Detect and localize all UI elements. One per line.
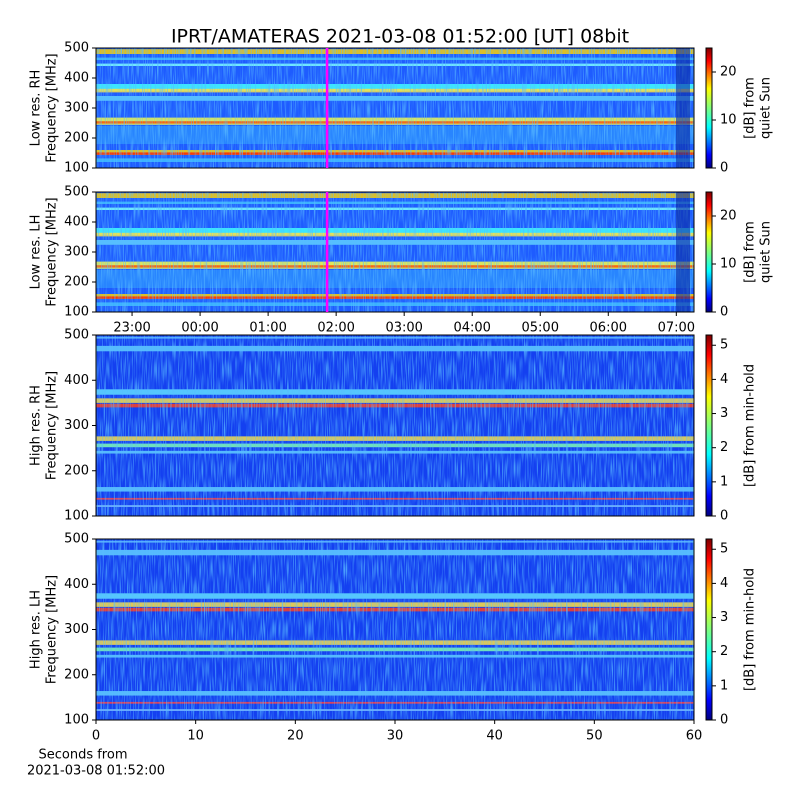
heatmap-noise (96, 539, 694, 720)
heatmap-noise (96, 48, 694, 168)
y-tick-label: 400 (64, 577, 89, 592)
colorbar (705, 538, 713, 721)
y-tick-label: 100 (64, 509, 89, 524)
heatmap-noise (96, 192, 694, 312)
y-axis-label: High res. RH (29, 385, 44, 466)
colorbar-tick-label: 2 (720, 440, 728, 455)
x-tick-label: 10 (187, 729, 204, 744)
colorbar (705, 47, 713, 169)
x-tick-label: 05:00 (522, 321, 559, 336)
heatmap-gap (676, 48, 690, 168)
colorbar-tick-label: 20 (720, 209, 737, 224)
x-tick-label: 01:00 (249, 321, 286, 336)
colorbar-tick-label: 5 (720, 542, 728, 557)
colorbar-tick-label: 4 (720, 372, 728, 387)
y-axis-label: Low res. RH (29, 70, 44, 147)
colorbar-tick-label: 20 (720, 65, 737, 80)
colorbar-label: [dB] from (743, 221, 758, 283)
heatmap (96, 539, 694, 720)
colorbar-tick-label: 2 (720, 644, 728, 659)
colorbar-label: [dB] from (743, 77, 758, 139)
heatmap (96, 335, 694, 516)
y-tick-label: 200 (64, 275, 89, 290)
y-tick-label: 500 (64, 41, 89, 56)
x-tick-label: 02:00 (317, 321, 354, 336)
colorbar-tick-label: 5 (720, 338, 728, 353)
x-tick-label: 00:00 (181, 321, 218, 336)
x-axis-label: Seconds from (38, 748, 127, 763)
y-tick-label: 300 (64, 101, 89, 116)
figure-title: IPRT/AMATERAS 2021-03-08 01:52:00 [UT] 0… (171, 26, 629, 48)
colorbar (705, 191, 713, 313)
y-tick-label: 300 (64, 622, 89, 637)
y-axis-label: Frequency [MHz] (45, 53, 60, 162)
colorbar-tick-label: 0 (720, 161, 728, 176)
x-tick-label: 04:00 (453, 321, 490, 336)
x-tick-label: 03:00 (385, 321, 422, 336)
colorbar-tick-label: 3 (720, 406, 728, 421)
y-axis-label: Frequency [MHz] (45, 371, 60, 480)
x-tick-label: 20 (287, 729, 304, 744)
colorbar-tick-label: 3 (720, 610, 728, 625)
x-tick-label: 50 (586, 729, 603, 744)
y-tick-label: 300 (64, 418, 89, 433)
heatmap-noise (96, 335, 694, 516)
colorbar-tick-label: 4 (720, 576, 728, 591)
x-tick-label: 23:00 (113, 321, 150, 336)
y-tick-label: 400 (64, 215, 89, 230)
y-tick-label: 500 (64, 185, 89, 200)
x-axis-label: 2021-03-08 01:52:00 (27, 764, 165, 779)
colorbar (705, 334, 713, 517)
colorbar-tick-label: 1 (720, 474, 728, 489)
y-tick-label: 500 (64, 532, 89, 547)
y-tick-label: 400 (64, 373, 89, 388)
colorbar-label: quiet Sun (759, 77, 774, 139)
x-tick-label: 0 (92, 729, 100, 744)
y-axis-label: Frequency [MHz] (45, 575, 60, 684)
y-tick-label: 200 (64, 463, 89, 478)
y-tick-label: 200 (64, 667, 89, 682)
y-axis-label: Frequency [MHz] (45, 197, 60, 306)
heatmap (96, 48, 694, 168)
x-tick-label: 60 (686, 729, 703, 744)
heatmap (96, 192, 694, 312)
colorbar-tick-label: 0 (720, 509, 728, 524)
colorbar-label: [dB] from min-hold (743, 568, 758, 691)
y-tick-label: 100 (64, 161, 89, 176)
colorbar-tick-label: 10 (720, 257, 737, 272)
colorbar-tick-label: 1 (720, 678, 728, 693)
colorbar-tick-label: 0 (720, 305, 728, 320)
x-tick-label: 40 (486, 729, 503, 744)
x-tick-label: 07:00 (658, 321, 695, 336)
colorbar-tick-label: 10 (720, 113, 737, 128)
y-tick-label: 200 (64, 131, 89, 146)
colorbar-label: [dB] from min-hold (743, 364, 758, 487)
y-tick-label: 400 (64, 71, 89, 86)
y-axis-label: High res. LH (29, 590, 44, 669)
heatmap-gap (676, 192, 690, 312)
y-tick-label: 100 (64, 305, 89, 320)
y-tick-label: 300 (64, 245, 89, 260)
colorbar-tick-label: 0 (720, 713, 728, 728)
y-axis-label: Low res. LH (29, 215, 44, 290)
y-tick-label: 500 (64, 328, 89, 343)
x-tick-label: 06:00 (590, 321, 627, 336)
colorbar-label: quiet Sun (759, 221, 774, 283)
y-tick-label: 100 (64, 713, 89, 728)
x-tick-label: 30 (387, 729, 404, 744)
